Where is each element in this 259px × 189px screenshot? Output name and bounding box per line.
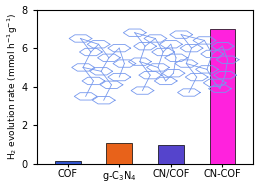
- Bar: [55, 161, 81, 164]
- Bar: [158, 145, 184, 164]
- Bar: [210, 29, 235, 164]
- Y-axis label: H$_2$ evolution rate (mmol h$^{-1}$g$^{-1}$): H$_2$ evolution rate (mmol h$^{-1}$g$^{-…: [5, 13, 20, 160]
- Bar: [106, 143, 132, 164]
